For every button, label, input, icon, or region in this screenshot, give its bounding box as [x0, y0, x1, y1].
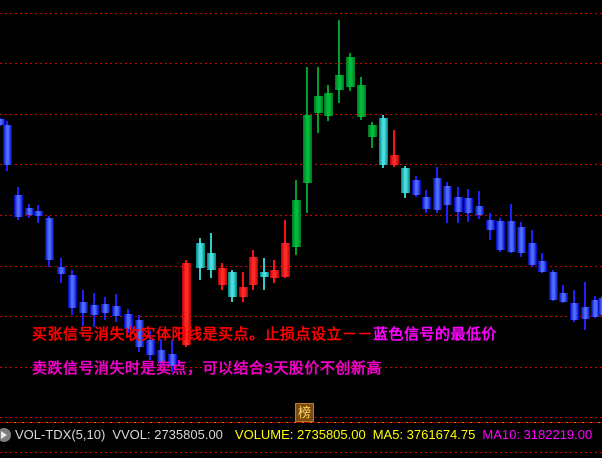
- candle[interactable]: [135, 320, 144, 347]
- candle[interactable]: [496, 221, 505, 250]
- candle[interactable]: [570, 303, 579, 320]
- indicator-status-bar: VOL-TDX(5,10) VVOL: 2735805.00 VOLUME: 2…: [0, 424, 602, 445]
- candle[interactable]: [249, 257, 258, 285]
- vvol-value: VVOL: 2735805.00: [112, 427, 223, 442]
- candle-wick: [393, 130, 395, 167]
- candle-wick: [584, 282, 586, 330]
- candle[interactable]: [239, 287, 248, 297]
- ma5-value: MA5: 3761674.75: [372, 427, 476, 442]
- candle[interactable]: [475, 206, 484, 215]
- candle[interactable]: [464, 198, 473, 213]
- candle[interactable]: [591, 300, 600, 317]
- pane-separator: [0, 422, 602, 423]
- candle[interactable]: [379, 118, 388, 165]
- gridline: [0, 316, 602, 317]
- candle[interactable]: [270, 270, 279, 278]
- annotation-sell-signal: 卖跌信号消失时是卖点，可以结合3天股价不创新高: [32, 360, 382, 377]
- play-arrow-icon: [1, 430, 7, 439]
- candle[interactable]: [507, 221, 516, 252]
- candle[interactable]: [486, 220, 495, 230]
- candle[interactable]: [303, 115, 312, 183]
- gridline: [0, 63, 602, 64]
- candle[interactable]: [390, 155, 399, 165]
- candle[interactable]: [412, 180, 421, 195]
- candle[interactable]: [101, 304, 110, 313]
- candle[interactable]: [218, 268, 227, 285]
- gridline: [0, 215, 602, 216]
- candle[interactable]: [0, 119, 5, 125]
- candle[interactable]: [292, 200, 301, 247]
- candle[interactable]: [422, 197, 431, 209]
- candle[interactable]: [182, 263, 191, 345]
- ma10-value: MA10: 3182219.00: [482, 427, 593, 442]
- candle[interactable]: [68, 275, 77, 308]
- candle[interactable]: [346, 57, 355, 87]
- candle[interactable]: [146, 340, 155, 355]
- candle[interactable]: [34, 211, 43, 216]
- candle[interactable]: [517, 227, 526, 253]
- candle[interactable]: [538, 261, 547, 272]
- candle[interactable]: [25, 208, 34, 215]
- annotation-buy-signal: 买张信号消失收实体阳线是买点。止损点设立－－蓝色信号的最低价: [32, 327, 497, 343]
- volume-value: VOLUME: 2735805.00: [234, 427, 366, 442]
- candle[interactable]: [324, 93, 333, 116]
- candle[interactable]: [14, 195, 23, 217]
- candle[interactable]: [401, 168, 410, 193]
- candle[interactable]: [368, 125, 377, 137]
- candle[interactable]: [549, 272, 558, 300]
- candle[interactable]: [314, 96, 323, 113]
- candle[interactable]: [3, 125, 12, 165]
- indicator-cycle-icon[interactable]: [0, 427, 11, 442]
- candle[interactable]: [335, 75, 344, 90]
- candle[interactable]: [357, 85, 366, 117]
- candle[interactable]: [124, 314, 133, 329]
- gridline: [0, 367, 602, 368]
- gridline: [0, 114, 602, 115]
- candle[interactable]: [57, 267, 66, 274]
- candlestick-chart[interactable]: 买张信号消失收实体阳线是买点。止损点设立－－蓝色信号的最低价 卖跌信号消失时是卖…: [0, 0, 602, 422]
- candle[interactable]: [528, 243, 537, 265]
- bottom-gridline: [0, 452, 602, 453]
- candle[interactable]: [112, 306, 121, 316]
- gridline: [0, 13, 602, 14]
- candle[interactable]: [260, 272, 269, 277]
- candle[interactable]: [90, 305, 99, 315]
- candle[interactable]: [79, 302, 88, 313]
- candle[interactable]: [559, 293, 568, 302]
- candle-wick: [478, 191, 480, 219]
- candle[interactable]: [281, 243, 290, 277]
- candle[interactable]: [207, 253, 216, 270]
- candle[interactable]: [168, 354, 177, 366]
- gridline: [0, 164, 602, 165]
- candle[interactable]: [454, 197, 463, 212]
- candle[interactable]: [196, 243, 205, 268]
- annotation-stoploss-text: 蓝色信号的最低价: [373, 326, 498, 343]
- candle[interactable]: [45, 218, 54, 260]
- candle[interactable]: [157, 350, 166, 362]
- rank-badge-button[interactable]: 榜: [295, 403, 314, 422]
- candle[interactable]: [433, 178, 442, 210]
- candle[interactable]: [228, 272, 237, 297]
- candle[interactable]: [598, 298, 602, 315]
- annotation-buy-text: 买张信号消失收实体阳线是买点。止损点设立－－: [32, 326, 374, 343]
- gridline: [0, 266, 602, 267]
- candle[interactable]: [443, 186, 452, 205]
- candle[interactable]: [581, 307, 590, 319]
- candle-wick: [338, 20, 340, 103]
- indicator-name[interactable]: VOL-TDX(5,10): [15, 427, 106, 442]
